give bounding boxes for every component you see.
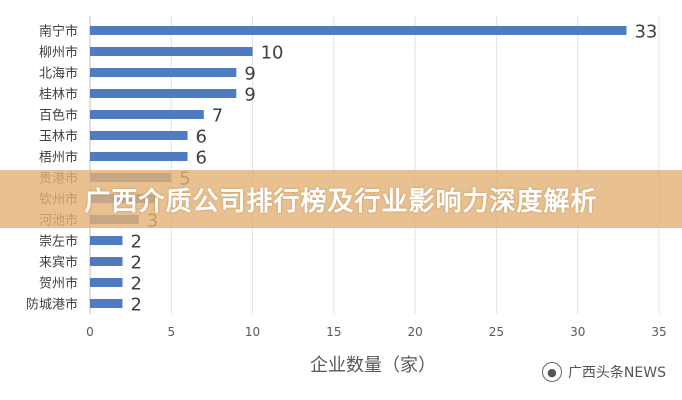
category-label: 贺州市: [39, 276, 78, 292]
value-label: 2: [131, 295, 142, 316]
category-label: 南宁市: [39, 24, 78, 40]
bar: [90, 47, 253, 56]
bar: [90, 152, 188, 161]
title-banner: 广西介质公司排行榜及行业影响力深度解析: [0, 170, 682, 228]
grid-lines: [89, 16, 660, 314]
bar: [90, 131, 188, 140]
category-label: 桂林市: [39, 87, 78, 103]
value-label: 33: [634, 22, 657, 43]
bar: [90, 278, 123, 287]
category-label: 北海市: [39, 66, 78, 82]
value-label: 2: [131, 253, 142, 274]
value-label: 2: [131, 232, 142, 253]
value-label: 7: [212, 106, 223, 127]
category-label: 防城港市: [26, 297, 78, 313]
value-label: 6: [196, 127, 207, 148]
value-label: 2: [131, 274, 142, 295]
x-tick-label: 35: [651, 325, 666, 339]
category-label: 崇左市: [39, 234, 78, 250]
value-label: 9: [244, 64, 255, 85]
category-labels: 南宁市柳州市北海市桂林市百色市玉林市梧州市贵港市钦州市河池市崇左市来宾市贺州市防…: [26, 24, 78, 313]
bar: [90, 26, 627, 35]
category-label: 梧州市: [39, 150, 78, 166]
watermark-text: 广西头条NEWS: [567, 365, 666, 381]
x-tick-label: 5: [167, 325, 175, 339]
value-label: 9: [244, 85, 255, 106]
category-label: 百色市: [39, 108, 78, 124]
x-tick-label: 20: [408, 325, 423, 339]
x-tick-label: 0: [86, 325, 94, 339]
x-axis-label: 企业数量（家）: [310, 355, 436, 376]
bar: [90, 257, 123, 266]
bar: [90, 299, 123, 308]
x-tick-label: 30: [570, 325, 585, 339]
bar: [90, 110, 204, 119]
bar: [90, 68, 237, 77]
bar: [90, 89, 237, 98]
banner-title: 广西介质公司排行榜及行业影响力深度解析: [84, 186, 598, 217]
watermark: ● 广西头条NEWS: [541, 362, 666, 382]
x-tick-label: 15: [326, 325, 341, 339]
value-labels: 331099766532222: [131, 22, 658, 316]
category-label: 玉林市: [39, 129, 78, 145]
wechat-icon: ●: [541, 362, 562, 382]
x-tick-label: 25: [489, 325, 504, 339]
value-label: 10: [261, 43, 284, 64]
category-label: 来宾市: [39, 255, 78, 271]
category-label: 柳州市: [39, 45, 78, 61]
bar: [90, 236, 123, 245]
value-label: 6: [196, 148, 207, 169]
bars: [90, 26, 627, 308]
x-tick-label: 10: [245, 325, 260, 339]
x-tick-labels: 0 5 10 15 20 25 30 35: [86, 325, 666, 339]
